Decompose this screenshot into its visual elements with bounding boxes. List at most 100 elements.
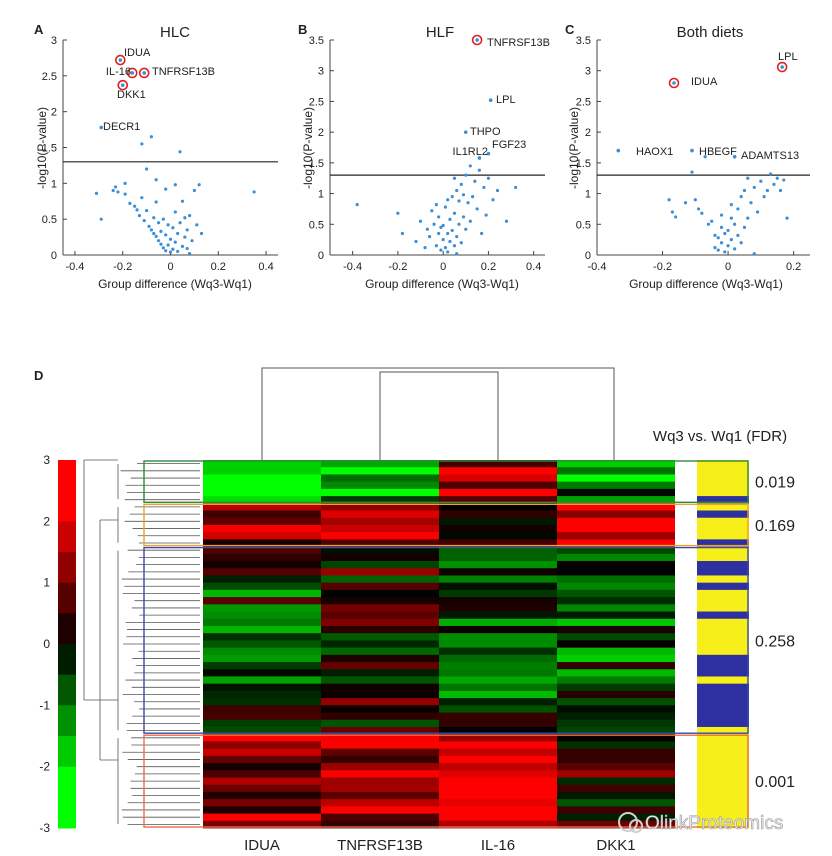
heatmap-cell	[439, 568, 557, 576]
data-point	[495, 188, 500, 193]
y-tick-label: 3	[318, 66, 324, 78]
heatmap-cell	[321, 561, 439, 569]
panel-label: D	[34, 368, 43, 383]
heatmap-cell	[557, 662, 675, 670]
heatmap-cell	[203, 784, 321, 793]
x-axis-label: Group difference (Wq3-Wq1)	[98, 277, 252, 291]
y-axis-label: -log10(P-value)	[301, 107, 315, 189]
chart-title: HLF	[426, 24, 454, 41]
colorbar: 3 2 1 0 -1 -2 -3	[39, 453, 76, 835]
data-point	[111, 188, 115, 193]
heatmap-cell	[439, 719, 557, 728]
heatmap-cell	[321, 763, 439, 771]
fdr-cell	[697, 589, 749, 598]
fdr-cell	[697, 546, 749, 555]
y-axis-label: -log10(P-value)	[35, 107, 49, 189]
heatmap-cell	[321, 575, 439, 584]
data-point	[176, 231, 180, 236]
heatmap-cell	[439, 611, 557, 620]
heatmap-cell	[557, 503, 675, 511]
heatmap-cell	[439, 676, 557, 685]
heatmap-cell	[557, 748, 675, 757]
heatmap-cell	[321, 467, 439, 475]
heatmap-cell	[203, 524, 321, 533]
heatmap-cell	[557, 553, 675, 562]
heatmap-cell	[203, 705, 321, 713]
heatmap-cell	[557, 618, 675, 627]
column-label: IDUA	[244, 837, 280, 854]
panel-d: D Wq3 vs. Wq1 (FDR) 3 2 1 0 -1 -2 -3 IDUA TNFRS…	[34, 367, 795, 854]
heatmap-cell	[203, 582, 321, 591]
data-point	[152, 216, 156, 220]
heatmap-cell	[203, 474, 321, 483]
cluster-box	[143, 460, 749, 503]
cluster-box	[143, 546, 749, 734]
data-point	[183, 235, 187, 239]
heatmap-cell	[557, 705, 675, 713]
data-point	[452, 244, 457, 248]
fdr-cell	[697, 524, 749, 533]
data-point	[145, 167, 149, 171]
point-label: IDUA	[124, 47, 151, 59]
heatmap-cell	[203, 799, 321, 807]
colorbar-segment	[58, 766, 76, 798]
heatmap-cell	[557, 734, 675, 742]
column-dendrogram	[261, 367, 615, 460]
heatmap-cell	[203, 640, 321, 649]
data-point	[448, 239, 452, 244]
heatmap-cell	[557, 777, 675, 786]
fdr-cell	[697, 561, 749, 569]
plot-area: 0 0.5 1 1.5 2 2.5 3 3.5 -0.4 -0.2 0 0.2 0.4 TNFRSF13B…	[309, 34, 550, 273]
fdr-cell	[697, 503, 749, 511]
heatmap-cell	[203, 734, 321, 742]
data-point	[455, 188, 459, 193]
heatmap-cell	[203, 532, 321, 540]
heatmap-cell	[557, 524, 675, 533]
data-point	[252, 190, 256, 194]
data-point	[166, 243, 170, 247]
y-tick-label: 2.5	[42, 71, 57, 83]
fdr-cell	[697, 625, 749, 634]
data-point	[752, 185, 756, 190]
heatmap-cell	[321, 524, 439, 533]
fdr-cell	[697, 460, 749, 468]
y-tick-label: 3	[51, 35, 57, 47]
data-point	[185, 246, 189, 251]
fdr-cell	[697, 568, 749, 576]
heatmap-cell	[439, 820, 557, 829]
data-point	[468, 164, 472, 168]
data-point	[693, 198, 697, 202]
heatmap-cell	[203, 467, 321, 475]
heatmap-cell	[557, 763, 675, 771]
data-point	[480, 231, 484, 236]
data-point	[446, 198, 450, 202]
heatmap-cell	[557, 460, 675, 468]
panel-c: C Both diets 0 0.5 1 1.5 2 2.5 3 3.5 -0.4 -0.2 0 0.…	[565, 22, 810, 291]
data-point	[99, 217, 103, 221]
data-point	[418, 219, 423, 223]
data-point	[142, 219, 146, 223]
heatmap-cell	[203, 741, 321, 750]
colorbar-tick-label: 2	[43, 514, 50, 528]
heatmap-cell	[203, 669, 321, 677]
heatmap-cell	[321, 676, 439, 685]
x-tick-label: -0.4	[65, 261, 84, 273]
heatmap-cell	[439, 488, 557, 497]
data-point	[161, 217, 165, 221]
data-point	[99, 125, 104, 130]
data-point	[450, 228, 454, 233]
data-point	[464, 227, 468, 231]
point-label: IL1RL2	[453, 146, 488, 158]
heatmap-cell	[557, 597, 675, 605]
data-point	[434, 203, 438, 207]
data-point	[133, 204, 137, 208]
data-point	[197, 183, 201, 187]
point-label: TNFRSF13B	[487, 37, 550, 49]
fdr-cell	[697, 553, 749, 562]
data-point	[450, 195, 454, 199]
colorbar-segment	[58, 552, 76, 584]
column-label: IL-16	[481, 837, 515, 854]
data-point	[455, 234, 459, 239]
heatmap-cell	[203, 770, 321, 778]
watermark-text: OlinkProteomics	[645, 813, 783, 834]
